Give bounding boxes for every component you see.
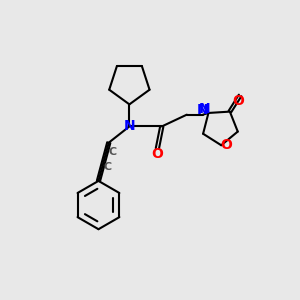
- Text: O: O: [152, 147, 163, 161]
- Text: N: N: [199, 102, 211, 116]
- Text: O: O: [233, 94, 244, 108]
- Text: N: N: [197, 103, 209, 117]
- Text: C: C: [108, 147, 116, 157]
- Text: N: N: [124, 119, 135, 134]
- Text: C: C: [104, 162, 112, 172]
- Text: O: O: [220, 138, 232, 152]
